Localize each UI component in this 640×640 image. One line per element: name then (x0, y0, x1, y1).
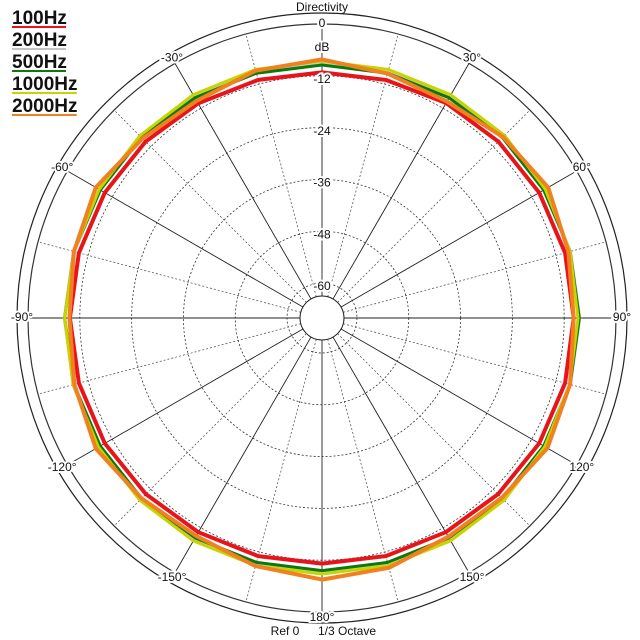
spoke (113, 109, 307, 303)
footer: 1/3 Octave (318, 624, 376, 638)
outer-ring (16, 12, 628, 624)
theta-tick-label: -120° (48, 460, 77, 474)
spoke (337, 109, 531, 303)
theta-tick-label: -90° (11, 310, 33, 324)
theta-tick-label: 90° (613, 310, 631, 324)
r-tick-label: -48 (313, 227, 331, 241)
spoke (340, 170, 577, 308)
r-tick-label: -12 (313, 72, 331, 86)
theta-tick-label: -150° (158, 570, 187, 584)
series-line (67, 57, 576, 582)
spoke (327, 339, 399, 603)
theta-tick-label: 60° (573, 160, 591, 174)
spoke (37, 241, 301, 313)
theta-tick-label: -60° (51, 160, 73, 174)
footer: Ref 0 (271, 624, 300, 638)
labels: 0-12-24-36-48-60030°60°90°120°150°180°-1… (9, 14, 633, 626)
r-tick-label: 0 (319, 16, 326, 30)
grid (27, 23, 617, 613)
series-line (63, 59, 580, 576)
series-line (67, 70, 576, 566)
legend-label: 200Hz (12, 30, 67, 51)
legend-label: 1000Hz (12, 74, 78, 95)
spoke (245, 339, 317, 603)
theta-tick-label: 0 (319, 16, 326, 30)
spoke (343, 323, 607, 395)
curves (62, 57, 582, 582)
spoke (113, 333, 307, 527)
inner-ring (299, 295, 345, 341)
r-tick-label: -24 (313, 124, 331, 138)
r-tick-label: -60 (313, 279, 331, 293)
spoke (337, 333, 531, 527)
legend-label: 100Hz (12, 8, 67, 29)
spoke (340, 328, 577, 466)
spoke (245, 33, 317, 297)
theta-tick-label: 150° (460, 570, 485, 584)
theta-tick-label: -30° (161, 50, 183, 64)
spoke (343, 241, 607, 313)
r-axis-label: dB (315, 40, 330, 54)
chart-title: Directivity (296, 0, 348, 14)
r-tick-label: -36 (313, 176, 331, 190)
spoke (327, 33, 399, 297)
legend-label: 500Hz (12, 52, 67, 73)
spoke (37, 323, 301, 395)
theta-tick-label: 180° (310, 610, 335, 624)
spoke (67, 328, 304, 466)
spoke (67, 170, 304, 308)
theta-tick-label: 30° (463, 50, 481, 64)
legend-label: 2000Hz (12, 96, 78, 117)
theta-tick-label: 120° (569, 460, 594, 474)
